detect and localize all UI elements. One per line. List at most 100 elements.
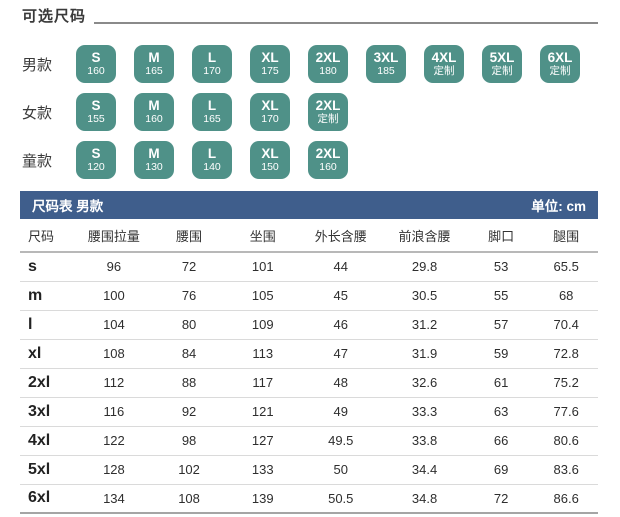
size-badge[interactable]: 2XL 定制: [308, 93, 348, 131]
table-cell: 72.8: [534, 339, 598, 369]
table-cell: 59: [467, 339, 535, 369]
size-badge-size: 3XL: [373, 49, 399, 65]
size-badge-sub: 160: [87, 64, 105, 77]
size-badge[interactable]: XL 170: [250, 93, 290, 131]
table-cell: 72: [467, 484, 535, 514]
column-header: 腿围: [534, 219, 598, 253]
size-badge-sub: 140: [203, 160, 221, 173]
table-cell: 33.8: [381, 426, 468, 456]
size-badge[interactable]: S 160: [76, 45, 116, 83]
size-badge[interactable]: XL 150: [250, 141, 290, 179]
size-row-label: 男款: [22, 56, 53, 74]
size-badge-sub: 155: [87, 112, 105, 125]
size-badge-size: L: [207, 97, 217, 113]
table-row: 5xl 128 102 133 50 34.4 69 83.6: [20, 455, 598, 485]
size-badge[interactable]: L 170: [192, 45, 232, 83]
table-cell: 109: [225, 310, 301, 340]
size-option-row: 男款 S 160 M 165 L 170 XL 175 2XL 180 3XL 185 4XL 定制 5XL 定…: [20, 45, 598, 83]
size-badge[interactable]: M 165: [134, 45, 174, 83]
size-badge[interactable]: L 140: [192, 141, 232, 179]
size-row-label: 女款: [22, 104, 53, 122]
size-badge[interactable]: M 130: [134, 141, 174, 179]
column-header: 尺码: [20, 219, 75, 253]
table-cell: 113: [225, 339, 301, 369]
row-size-label: 2xl: [20, 368, 75, 398]
size-badge[interactable]: 6XL 定制: [540, 45, 580, 83]
table-cell: 128: [74, 455, 153, 485]
size-table-section: 尺码表 男款 单位: cm 尺码 腰围拉量 腰围 坐围 外长含腰 前浪含腰 脚口 腿围 s 96…: [20, 191, 598, 514]
size-badge[interactable]: 2XL 160: [308, 141, 348, 179]
size-badge-sub: 160: [145, 112, 163, 125]
table-row: s 96 72 101 44 29.8 53 65.5: [20, 252, 598, 282]
size-badge-size: M: [148, 49, 160, 65]
size-badge-size: 2XL: [315, 49, 341, 65]
size-badge[interactable]: 2XL 180: [308, 45, 348, 83]
table-title-bar: 尺码表 男款 单位: cm: [20, 191, 598, 219]
size-badge-sub: 170: [261, 112, 279, 125]
size-badge-size: L: [207, 145, 217, 161]
table-cell: 100: [74, 281, 153, 311]
table-cell: 45: [300, 281, 382, 311]
table-row: m 100 76 105 45 30.5 55 68: [20, 281, 598, 311]
table-cell: 31.2: [381, 310, 468, 340]
size-badge-group: S 160 M 165 L 170 XL 175 2XL 180 3XL 185 4XL 定制 5XL 定制 6…: [76, 45, 580, 83]
table-cell: 134: [74, 484, 153, 514]
table-cell: 122: [74, 426, 153, 456]
table-cell: 98: [152, 426, 226, 456]
size-badge-sub: 120: [87, 160, 105, 173]
row-size-label: s: [20, 252, 75, 282]
section-title: 可选尺码: [22, 8, 87, 25]
table-cell: 48: [300, 368, 382, 398]
column-header: 前浪含腰: [381, 219, 468, 253]
table-cell: 29.8: [381, 252, 468, 282]
table-cell: 102: [152, 455, 226, 485]
table-cell: 117: [225, 368, 301, 398]
table-cell: 31.9: [381, 339, 468, 369]
table-cell: 116: [74, 397, 153, 427]
table-cell: 101: [225, 252, 301, 282]
size-badge[interactable]: S 120: [76, 141, 116, 179]
table-header-row: 尺码 腰围拉量 腰围 坐围 外长含腰 前浪含腰 脚口 腿围: [20, 219, 598, 253]
table-cell: 104: [74, 310, 153, 340]
size-table: 尺码 腰围拉量 腰围 坐围 外长含腰 前浪含腰 脚口 腿围 s 96 72 101 44 29.8 53 6…: [20, 219, 598, 514]
size-badge[interactable]: 4XL 定制: [424, 45, 464, 83]
size-badge-sub: 165: [145, 64, 163, 77]
column-header: 腰围: [152, 219, 226, 253]
size-badge[interactable]: L 165: [192, 93, 232, 131]
size-badge[interactable]: S 155: [76, 93, 116, 131]
size-badge-size: XL: [261, 49, 279, 65]
size-badge[interactable]: 5XL 定制: [482, 45, 522, 83]
table-body: s 96 72 101 44 29.8 53 65.5 m 100 76 105 45 30.5 55 68 l…: [20, 252, 598, 514]
size-badge-size: S: [91, 49, 101, 65]
size-badge-sub: 185: [377, 64, 395, 77]
size-badge-size: 6XL: [547, 49, 573, 65]
table-cell: 49.5: [300, 426, 382, 456]
size-options: 男款 S 160 M 165 L 170 XL 175 2XL 180 3XL 185 4XL 定制 5XL 定…: [20, 45, 598, 179]
table-cell: 77.6: [534, 397, 598, 427]
table-cell: 66: [467, 426, 535, 456]
table-cell: 139: [225, 484, 301, 514]
size-badge-sub: 180: [319, 64, 337, 77]
table-cell: 121: [225, 397, 301, 427]
size-badge[interactable]: 3XL 185: [366, 45, 406, 83]
section-header: 可选尺码: [20, 6, 598, 26]
size-badge-sub: 150: [261, 160, 279, 173]
table-cell: 65.5: [534, 252, 598, 282]
table-cell: 127: [225, 426, 301, 456]
table-cell: 76: [152, 281, 226, 311]
row-size-label: m: [20, 281, 75, 311]
size-badge-sub: 170: [203, 64, 221, 77]
table-cell: 55: [467, 281, 535, 311]
table-cell: 53: [467, 252, 535, 282]
size-badge-sub: 165: [203, 112, 221, 125]
table-cell: 50: [300, 455, 382, 485]
table-cell: 30.5: [381, 281, 468, 311]
table-cell: 57: [467, 310, 535, 340]
table-cell: 49: [300, 397, 382, 427]
row-size-label: xl: [20, 339, 75, 369]
table-cell: 33.3: [381, 397, 468, 427]
size-badge[interactable]: M 160: [134, 93, 174, 131]
size-badge[interactable]: XL 175: [250, 45, 290, 83]
column-header: 外长含腰: [300, 219, 382, 253]
size-badge-size: 2XL: [315, 97, 341, 113]
